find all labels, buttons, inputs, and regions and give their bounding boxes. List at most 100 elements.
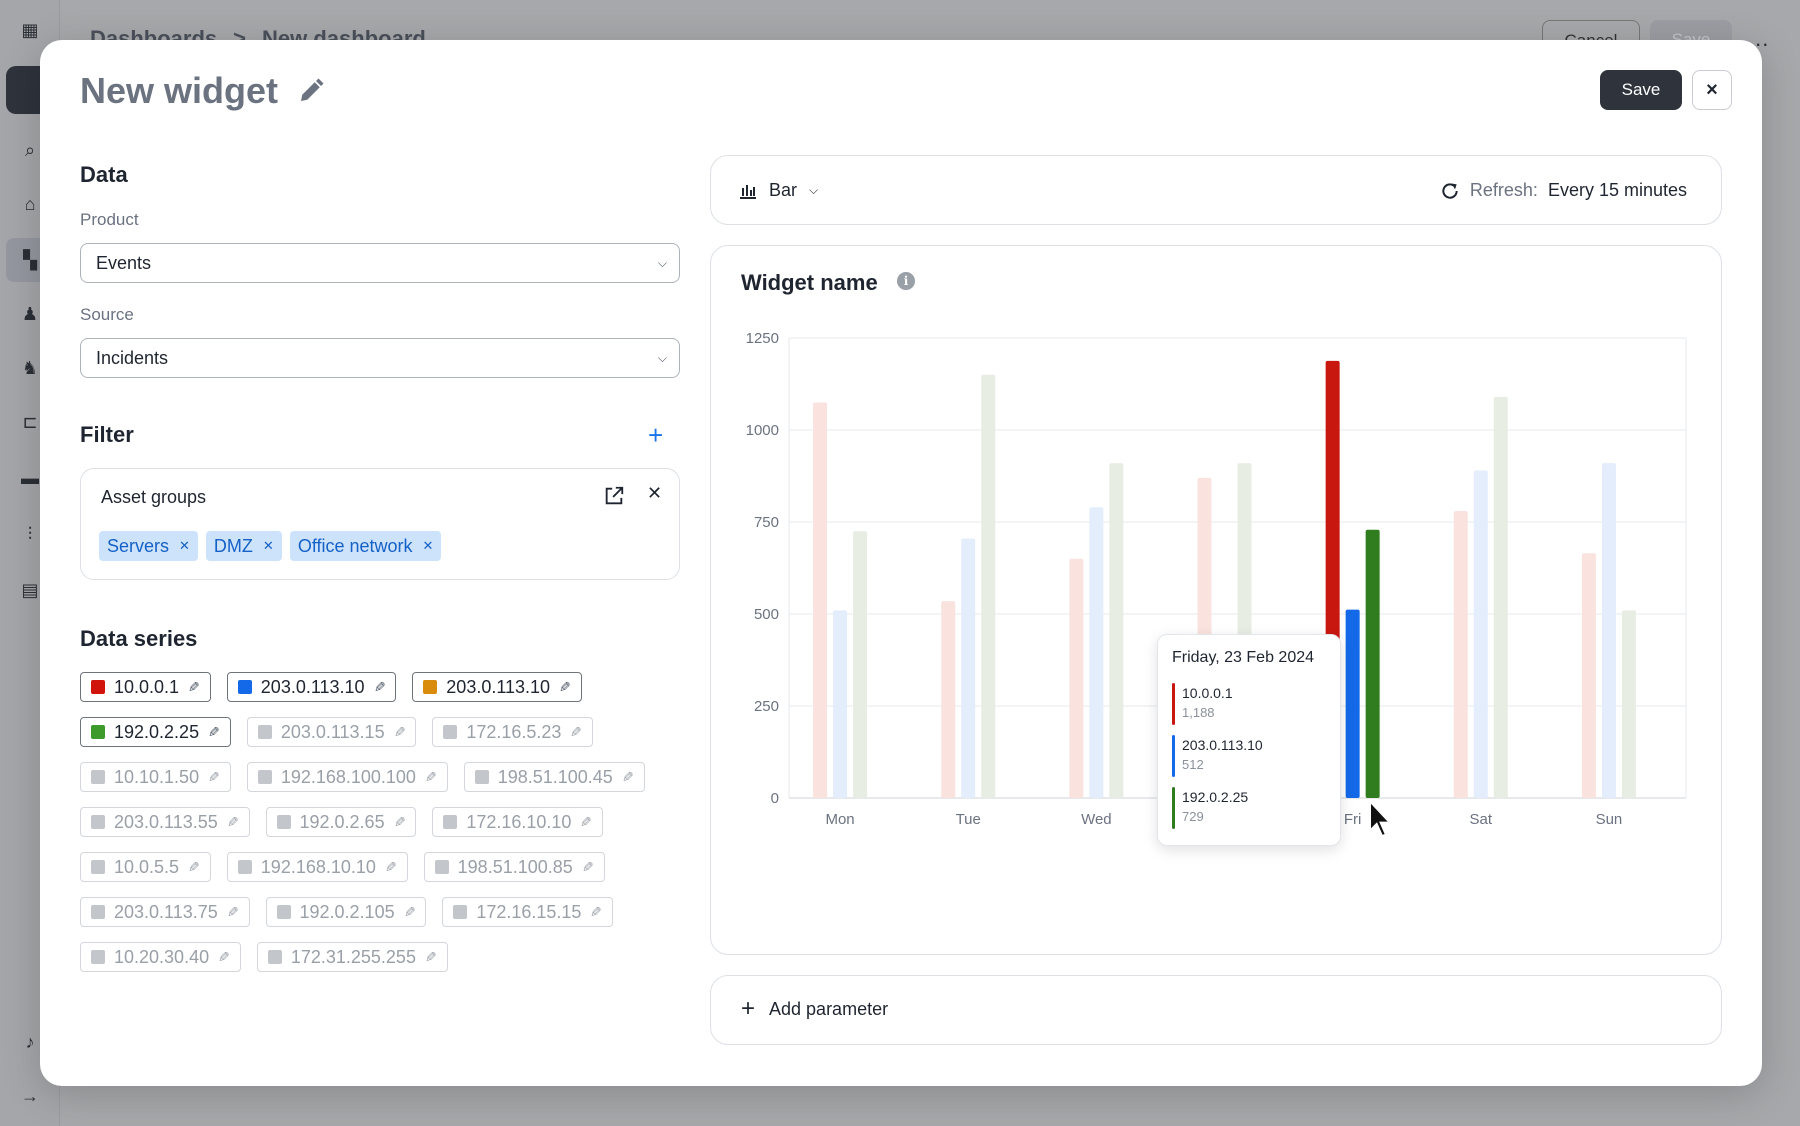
series-label: 172.16.5.23 <box>466 721 562 742</box>
sliders-icon[interactable]: ⫶ <box>27 524 33 544</box>
collapse-sidebar-icon[interactable]: → <box>21 1086 39 1106</box>
series-color-swatch[interactable] <box>276 905 291 919</box>
edit-series-icon[interactable]: ✎ <box>570 723 583 740</box>
edit-series-icon[interactable]: ✎ <box>621 768 634 785</box>
series-color-swatch[interactable] <box>276 815 291 829</box>
edit-series-icon[interactable]: ✎ <box>226 813 239 830</box>
series-chip[interactable]: 172.31.255.255 ✎ <box>256 942 448 972</box>
user-settings-icon[interactable]: ♞ <box>21 358 39 378</box>
remove-tag-icon[interactable]: ✕ <box>422 538 434 553</box>
remove-filter-icon[interactable]: ✕ <box>647 483 663 503</box>
tag-office-network[interactable]: Office network ✕ <box>289 531 442 561</box>
home-icon[interactable]: ⌂ <box>24 194 36 214</box>
refresh-setting[interactable]: Refresh: Every 15 minutes <box>1440 180 1687 201</box>
series-color-swatch[interactable] <box>91 860 105 874</box>
series-chip[interactable]: 192.168.10.10 ✎ <box>226 852 408 882</box>
series-label: 10.20.30.40 <box>114 946 210 967</box>
remove-tag-icon[interactable]: ✕ <box>179 538 190 553</box>
edit-series-icon[interactable]: ✎ <box>393 723 406 740</box>
edit-series-icon[interactable]: ✎ <box>581 858 594 875</box>
series-color-swatch[interactable] <box>91 950 105 964</box>
edit-series-icon[interactable]: ✎ <box>373 678 386 695</box>
series-chip[interactable]: 10.10.1.50 ✎ <box>80 762 231 792</box>
users-icon[interactable]: ♟ <box>21 304 39 324</box>
info-icon[interactable]: i <box>897 272 915 290</box>
edit-series-icon[interactable]: ✎ <box>403 903 416 920</box>
series-color-swatch[interactable] <box>91 905 105 919</box>
series-color-swatch[interactable] <box>443 725 458 739</box>
source-select[interactable]: Incidents ⌵ <box>80 338 680 378</box>
series-color-swatch[interactable] <box>91 680 105 694</box>
series-chip[interactable]: 198.51.100.45 ✎ <box>463 762 645 792</box>
series-chip[interactable]: 172.16.15.15 ✎ <box>442 897 614 927</box>
series-chip[interactable]: 172.16.10.10 ✎ <box>432 807 604 837</box>
series-color-swatch[interactable] <box>257 770 272 784</box>
bar-mon-10-0-0-1 <box>813 402 828 798</box>
series-chip[interactable]: 172.16.5.23 ✎ <box>432 717 594 747</box>
apps-grid-icon[interactable]: ▦ <box>21 20 39 40</box>
series-chip[interactable]: 203.0.113.15 ✎ <box>246 717 417 747</box>
series-color-swatch[interactable] <box>267 950 282 964</box>
edit-series-icon[interactable]: ✎ <box>559 678 571 695</box>
series-chip[interactable]: 192.0.2.105 ✎ <box>265 897 427 927</box>
series-chip[interactable]: 203.0.113.55 ✎ <box>80 807 250 837</box>
edit-series-icon[interactable]: ✎ <box>218 948 230 965</box>
chart-type-select[interactable]: Bar ⌵ <box>739 180 818 201</box>
product-select[interactable]: Events ⌵ <box>80 243 680 283</box>
series-color-swatch[interactable] <box>91 725 105 739</box>
edit-series-icon[interactable]: ✎ <box>393 813 406 830</box>
series-color-swatch[interactable] <box>453 905 468 919</box>
series-label: 192.0.2.105 <box>299 901 395 922</box>
series-color-swatch[interactable] <box>237 680 252 694</box>
series-color-swatch[interactable] <box>257 725 272 739</box>
add-filter-button[interactable]: + <box>648 420 664 450</box>
edit-series-icon[interactable]: ✎ <box>226 903 239 920</box>
series-color-swatch[interactable] <box>434 860 449 874</box>
series-chip[interactable]: 10.20.30.40 ✎ <box>80 942 241 972</box>
edit-series-icon[interactable]: ✎ <box>188 858 200 875</box>
close-icon[interactable]: × <box>1692 70 1732 110</box>
workflow-icon[interactable]: ⊏ <box>22 412 38 432</box>
edit-series-icon[interactable]: ✎ <box>590 903 603 920</box>
series-color-swatch[interactable] <box>237 860 252 874</box>
edit-series-icon[interactable]: ✎ <box>580 813 593 830</box>
remove-tag-icon[interactable]: ✕ <box>262 538 274 553</box>
series-row: 203.0.113.75 ✎ 192.0.2.105 ✎ 172.16.15.15 ✎ <box>80 897 700 927</box>
tag-dmz[interactable]: DMZ ✕ <box>205 531 282 561</box>
series-color-swatch[interactable] <box>91 815 105 829</box>
reports-icon[interactable]: ▤ <box>21 580 39 600</box>
series-chip[interactable]: 192.0.2.65 ✎ <box>265 807 417 837</box>
search-icon[interactable]: ⌕ <box>24 140 36 160</box>
series-row: 192.0.2.25 ✎ 203.0.113.15 ✎ 172.16.5.23 ✎ <box>80 717 700 747</box>
edit-series-icon[interactable]: ✎ <box>208 768 220 785</box>
open-external-icon[interactable] <box>603 485 625 507</box>
tooltip-item: 192.0.2.25 729 <box>1172 787 1248 829</box>
monitor-icon[interactable]: ▬ <box>21 468 39 488</box>
bell-icon[interactable]: ♪ <box>25 1032 35 1052</box>
edit-series-icon[interactable]: ✎ <box>424 948 437 965</box>
series-chip[interactable]: 203.0.113.10 ✎ <box>226 672 397 702</box>
series-chip[interactable]: 10.0.5.5 ✎ <box>80 852 211 882</box>
series-color-swatch[interactable] <box>423 680 438 694</box>
series-chip[interactable]: 10.0.0.1 ✎ <box>80 672 211 702</box>
series-color-swatch[interactable] <box>443 815 458 829</box>
dashboard-icon[interactable]: ▚ <box>23 250 37 270</box>
refresh-icon <box>1442 182 1458 199</box>
edit-series-icon[interactable]: ✎ <box>384 858 397 875</box>
series-color-swatch[interactable] <box>91 770 105 784</box>
series-chip[interactable]: 203.0.113.10 ✎ <box>412 672 582 702</box>
series-chip[interactable]: 203.0.113.75 ✎ <box>80 897 250 927</box>
edit-title-icon[interactable] <box>296 76 326 106</box>
series-chip[interactable]: 198.51.100.85 ✎ <box>423 852 605 882</box>
series-chip[interactable]: 192.0.2.25 ✎ <box>80 717 231 747</box>
edit-series-icon[interactable]: ✎ <box>208 723 220 740</box>
add-parameter-button[interactable]: + Add parameter <box>710 975 1722 1045</box>
bar-sat-10-0-0-1 <box>1453 510 1468 798</box>
series-color-swatch[interactable] <box>474 770 489 784</box>
edit-series-icon[interactable]: ✎ <box>424 768 437 785</box>
tag-servers[interactable]: Servers ✕ <box>99 531 198 561</box>
series-label: 192.0.2.25 <box>114 721 200 742</box>
edit-series-icon[interactable]: ✎ <box>188 678 200 695</box>
save-button[interactable]: Save <box>1600 70 1682 110</box>
series-chip[interactable]: 192.168.100.100 ✎ <box>246 762 448 792</box>
